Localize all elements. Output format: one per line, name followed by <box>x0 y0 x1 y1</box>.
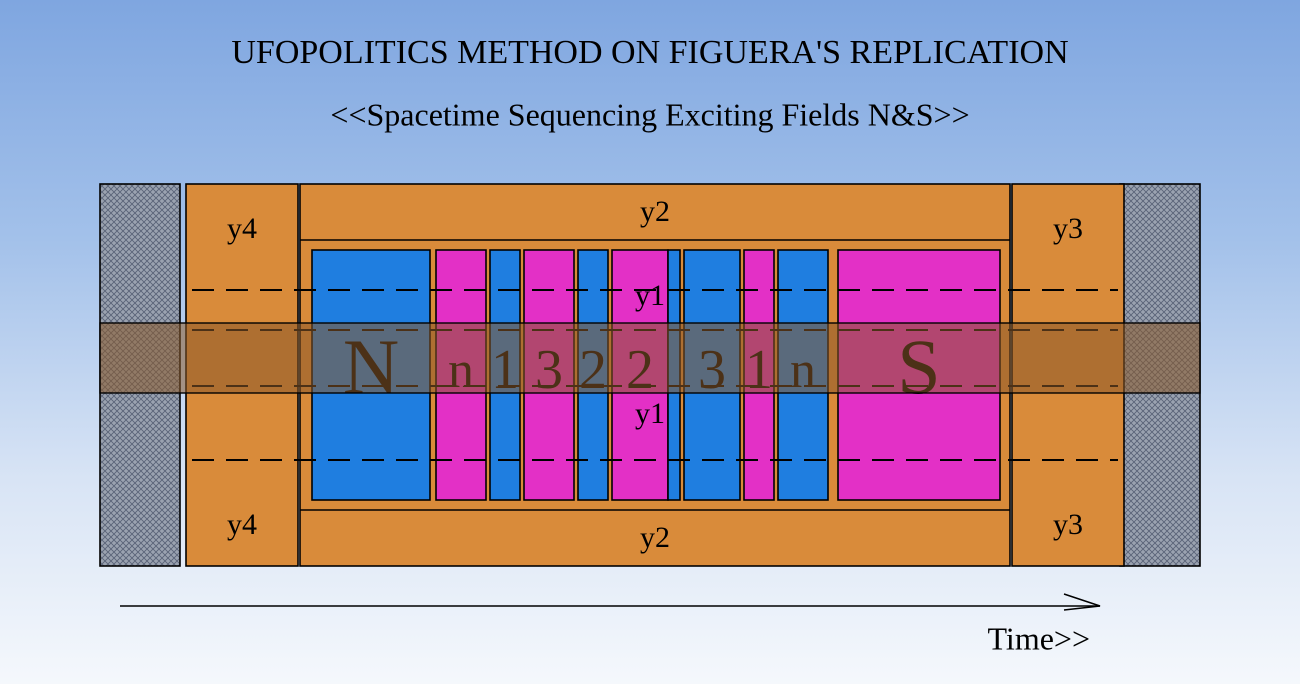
label-y4-bot: y4 <box>227 508 257 541</box>
subtitle: <<Spacetime Sequencing Exciting Fields N… <box>330 96 969 132</box>
label-y3-top: y3 <box>1053 212 1083 245</box>
label-y4-top: y4 <box>227 212 257 245</box>
label-y2-bot: y2 <box>640 521 670 554</box>
time-arrowhead <box>1064 594 1100 610</box>
time-label: Time>> <box>988 620 1091 656</box>
label-y2-top: y2 <box>640 195 670 228</box>
label-y1-bot: y1 <box>635 397 665 430</box>
label-y1-top: y1 <box>635 279 665 312</box>
main-title: UFOPOLITICS METHOD ON FIGUERA'S REPLICAT… <box>231 34 1068 71</box>
shaft-band <box>100 323 1200 393</box>
diagram-canvas: UFOPOLITICS METHOD ON FIGUERA'S REPLICAT… <box>0 0 1300 684</box>
label-y3-bot: y3 <box>1053 508 1083 541</box>
